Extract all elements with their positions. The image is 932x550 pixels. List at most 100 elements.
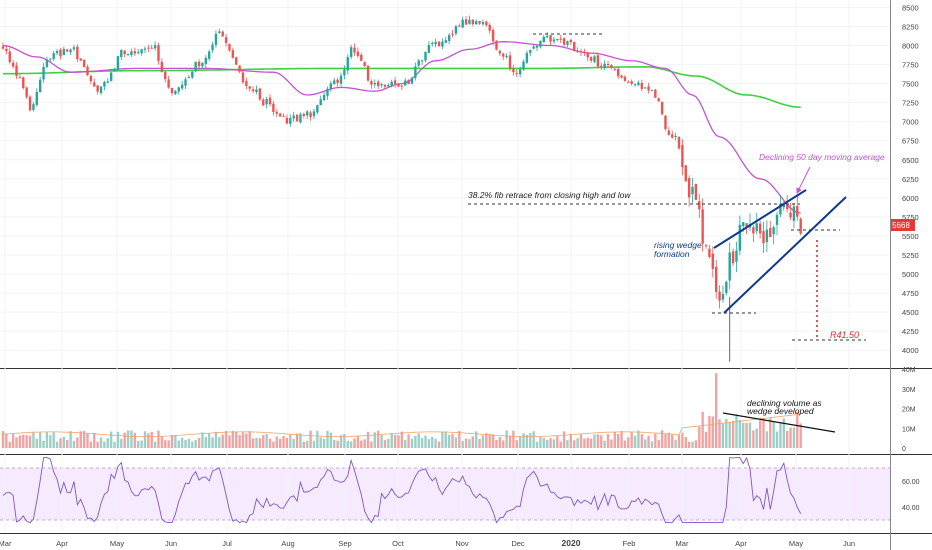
volume-bar	[89, 441, 93, 448]
volume-bar	[478, 438, 481, 448]
candle-body	[630, 81, 633, 84]
candle-body	[650, 89, 654, 91]
volume-bar	[360, 440, 363, 448]
volume-bar	[785, 430, 789, 448]
volume-bar	[339, 435, 343, 448]
candle-body	[278, 113, 282, 117]
volume-bar	[742, 422, 745, 448]
volume-bar	[586, 437, 589, 448]
volume-bar	[532, 431, 535, 448]
candle-body	[8, 51, 11, 62]
price-axis[interactable]: 4000 4250 4500 4750 5000 5250 5500 5750 6000 6250…	[902, 3, 919, 355]
candle-body	[559, 38, 562, 40]
volume-bar	[201, 432, 204, 448]
candle-body	[76, 46, 79, 60]
candle-body	[96, 85, 99, 92]
candle-body	[441, 41, 444, 47]
volume-bar	[799, 423, 802, 448]
candle-body	[718, 291, 721, 301]
volume-bar	[407, 434, 410, 448]
candle-body	[431, 43, 434, 45]
volume-bar	[660, 430, 664, 448]
volume-bar	[583, 438, 586, 448]
candle-body	[366, 65, 370, 81]
candle-body	[380, 83, 383, 86]
rsi-layer	[2, 456, 802, 524]
volume-bar	[18, 435, 22, 448]
volume-bar	[671, 434, 674, 448]
candle-body	[309, 112, 312, 118]
candle-body	[214, 33, 218, 45]
candle-body	[207, 51, 211, 59]
time-axis[interactable]: Mar Apr May Jun Jul Aug Sep Oct Nov Dec 2020 Feb Mar…	[0, 538, 855, 548]
volume-bar	[424, 435, 427, 448]
candle-body	[434, 42, 437, 45]
volume-bar	[779, 422, 782, 448]
volume-bar	[464, 438, 468, 448]
candle-body	[400, 85, 404, 87]
volume-bar	[559, 441, 562, 448]
volume-bar	[775, 431, 779, 448]
candle-body	[451, 33, 454, 35]
volume-bar	[278, 438, 282, 448]
volume-bar	[782, 418, 785, 448]
candle-body	[376, 81, 380, 87]
volume-trend-line	[722, 412, 836, 433]
price-tick-label: 8250	[902, 22, 919, 31]
volume-bar	[630, 431, 633, 448]
volume-bar	[130, 430, 133, 448]
candle-body	[414, 66, 417, 78]
volume-bar	[684, 437, 687, 448]
volume-bar	[535, 441, 539, 448]
candle-body	[667, 130, 671, 135]
volume-bar	[495, 439, 498, 448]
candle-body	[329, 83, 333, 89]
candle-body	[464, 19, 468, 25]
price-pane[interactable]	[0, 0, 890, 368]
volume-bar	[143, 431, 147, 448]
volume-bar	[316, 430, 319, 448]
candle-body	[515, 73, 518, 75]
volume-bar	[42, 440, 45, 448]
volume-bar	[292, 439, 295, 448]
price-tick-label: 5250	[902, 251, 919, 260]
last-price-label: 5668	[892, 221, 910, 230]
volume-bar	[502, 440, 505, 448]
volume-bar	[69, 431, 72, 448]
candle-body	[566, 41, 569, 45]
volume-bar	[525, 434, 529, 448]
candle-body	[498, 50, 502, 54]
fib-annotation: 38.2% fib retrace from closing high and …	[468, 190, 631, 200]
volume-bar	[606, 433, 610, 448]
volume-bar	[106, 438, 109, 448]
volume-bar	[1, 431, 5, 448]
time-tick-label: Nov	[455, 539, 469, 548]
volume-bar	[552, 439, 556, 448]
candle-body	[745, 223, 748, 227]
candle-body	[86, 66, 89, 76]
volume-bar	[38, 432, 42, 448]
price-tick-label: 6750	[902, 137, 919, 146]
candle-body	[677, 136, 681, 149]
candle-body	[123, 50, 126, 54]
price-tick-label: 6500	[902, 156, 919, 165]
volume-bar	[93, 432, 96, 448]
candle-body	[268, 97, 272, 105]
time-tick-label: Aug	[281, 539, 294, 548]
candle-body	[627, 81, 630, 83]
volume-bar	[387, 438, 390, 448]
candle-body	[336, 79, 339, 83]
price-tick-label: 4500	[902, 308, 919, 317]
candle-body	[633, 84, 637, 86]
candle-body	[711, 253, 714, 269]
candle-body	[292, 115, 295, 119]
volume-bar	[45, 431, 49, 448]
volume-bar	[752, 430, 755, 448]
candle-body	[147, 47, 150, 49]
candle-body	[265, 98, 268, 105]
candle-body	[789, 212, 792, 218]
volume-bar	[505, 430, 508, 448]
volume-bar	[302, 441, 306, 448]
candle-body	[647, 86, 650, 91]
